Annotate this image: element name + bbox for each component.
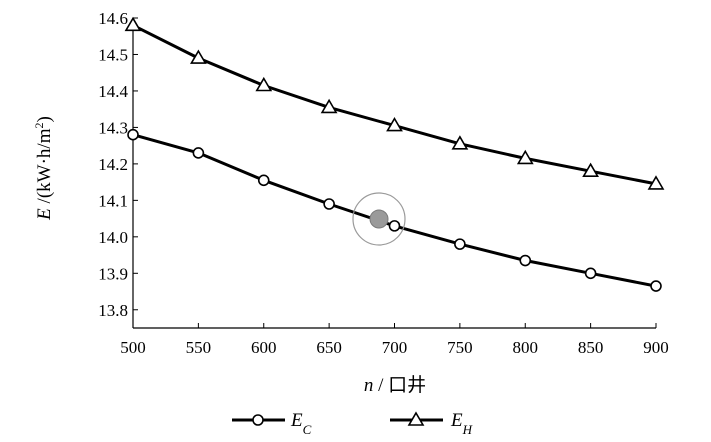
data-point-ec	[127, 128, 139, 141]
data-point-ec	[323, 198, 335, 210]
data-point-eh	[582, 162, 599, 177]
x-tick-label: 600	[251, 338, 277, 357]
data-point-eh	[647, 175, 665, 190]
y-axis-ticks: 13.8 13.9 14.0 14.1 14.2 14.3 14.4 14.5 14.6	[98, 9, 138, 320]
legend-label-ec: EC	[290, 410, 312, 437]
legend-label-eh: EH	[450, 410, 473, 437]
x-axis-label: n / 口井	[364, 374, 426, 396]
highlight-marker	[352, 192, 406, 246]
data-point-ec	[584, 267, 597, 280]
data-point-eh	[516, 149, 534, 165]
y-tick-label: 14.0	[98, 228, 128, 247]
x-axis-ticks: 500 550 600 650 700 750 800 850 900	[120, 323, 669, 357]
data-point-eh	[320, 98, 338, 114]
y-tick-label: 14.6	[98, 9, 128, 28]
data-point-ec	[454, 238, 466, 250]
x-tick-label: 800	[513, 338, 539, 357]
series-layer	[124, 16, 665, 292]
x-tick-label: 700	[382, 338, 408, 357]
data-point-eh	[190, 49, 207, 64]
y-tick-label: 14.4	[98, 82, 128, 101]
y-tick-label: 14.3	[98, 118, 128, 137]
data-point-eh	[255, 76, 273, 92]
y-axis-label: E /(kW·h/m2)	[32, 116, 55, 221]
series-line-ec	[132, 133, 657, 288]
highlight-dot	[369, 209, 389, 229]
data-point-ec	[388, 220, 401, 232]
x-tick-label: 850	[578, 338, 604, 357]
legend-marker-triangle	[407, 411, 425, 426]
highlight-ring	[352, 192, 406, 246]
x-tick-label: 650	[316, 338, 342, 357]
data-point-ec	[192, 147, 205, 159]
data-point-eh	[386, 117, 403, 132]
y-tick-label: 14.5	[98, 45, 128, 64]
legend-marker-circle	[252, 414, 264, 426]
series-line-eh	[132, 23, 657, 186]
legend-item-ec: EC	[232, 410, 312, 437]
legend-item-eh: EH	[390, 410, 473, 437]
x-tick-label: 550	[186, 338, 212, 357]
y-tick-label: 13.8	[98, 301, 128, 320]
x-tick-label: 500	[120, 338, 146, 357]
x-tick-label: 900	[643, 338, 669, 357]
legend: EC EH	[232, 410, 473, 437]
data-point-ec	[257, 174, 270, 187]
data-point-eh	[451, 135, 469, 150]
data-point-ec	[650, 280, 662, 292]
x-tick-label: 750	[447, 338, 473, 357]
data-point-ec	[519, 254, 532, 267]
y-tick-label: 14.2	[98, 155, 128, 174]
y-tick-label: 14.1	[98, 191, 128, 210]
data-point-eh	[124, 16, 142, 32]
y-tick-label: 13.9	[98, 264, 128, 283]
